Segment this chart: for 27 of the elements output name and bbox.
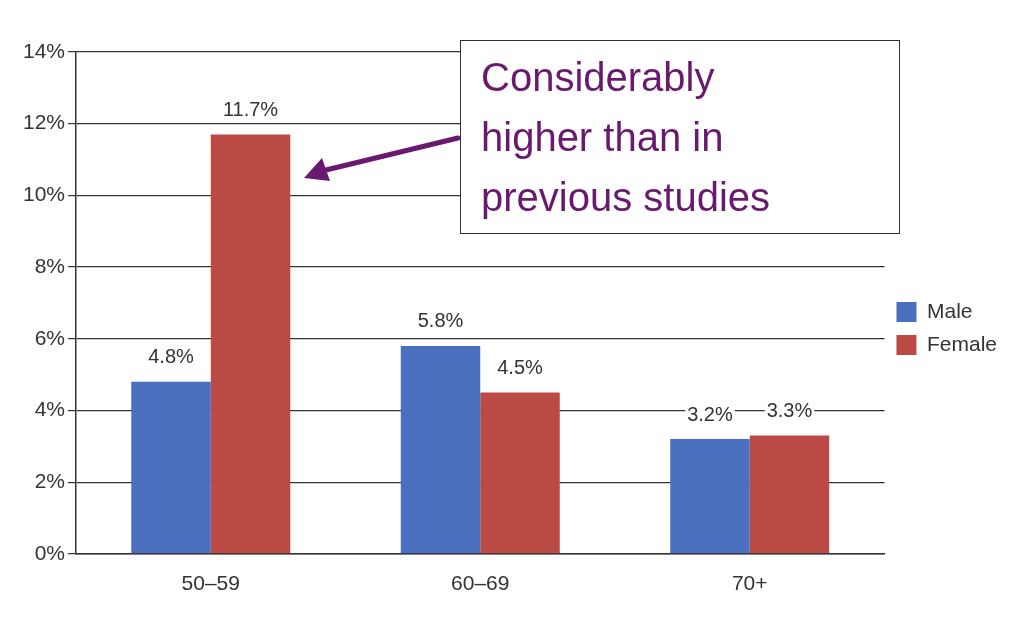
data-label: 4.5% [497, 356, 544, 379]
y-tick-label: 4% [34, 397, 66, 421]
y-tick-label: 12% [23, 110, 66, 134]
y-tick-label: 2% [34, 468, 66, 492]
x-tick-label: 70+ [731, 571, 768, 595]
x-tick-label: 60–69 [451, 571, 510, 595]
data-label: 3.3% [766, 399, 813, 422]
bar [480, 392, 560, 554]
text-box: Considerably higher than in previous studies [460, 40, 900, 234]
y-tick-label: 10% [23, 182, 66, 206]
y-tick-label: 6% [34, 325, 66, 349]
data-label: 5.8% [417, 309, 464, 332]
bar [670, 439, 750, 554]
bar [210, 134, 291, 554]
y-tick-label: 0% [34, 540, 66, 564]
x-tick-label: 50–59 [181, 571, 240, 595]
y-tick-label: 14% [23, 38, 66, 62]
bar [131, 381, 211, 554]
data-label: 3.2% [687, 402, 733, 425]
annotation: Considerably higher than in previous studies [481, 54, 772, 221]
y-tick-label: 8% [34, 253, 66, 277]
bar [400, 345, 481, 554]
legend-label: Male [926, 298, 973, 322]
bar [749, 435, 830, 554]
legend-label: Female [926, 331, 998, 355]
data-label: 11.7% [222, 97, 279, 120]
data-label: 4.8% [148, 345, 195, 368]
